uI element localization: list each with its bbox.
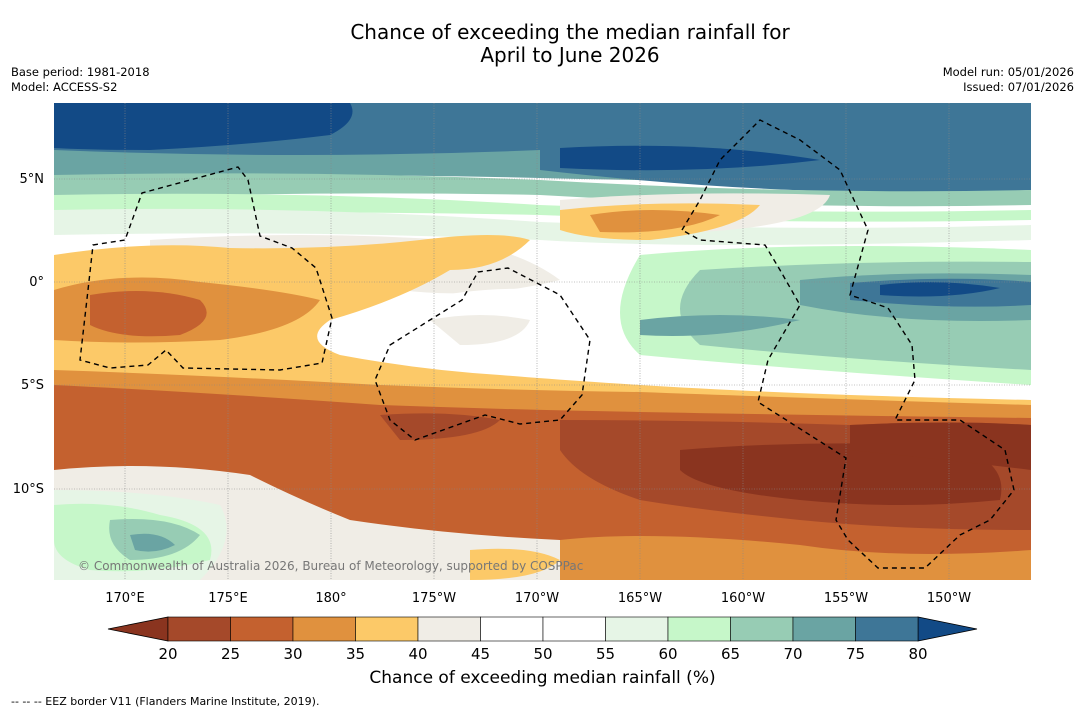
colorbar-segment: [542, 616, 606, 642]
lon-label-175w: 175°W: [412, 591, 456, 606]
colorbar-segment: [167, 616, 231, 642]
lat-label-5s: 5°S: [21, 378, 44, 393]
lon-label-165w: 165°W: [618, 591, 662, 606]
map-gridlines: [54, 103, 1031, 580]
colorbar-over-arrow: [917, 616, 978, 642]
colorbar-tick-label: 20: [158, 645, 177, 663]
colorbar-tick-label: 45: [471, 645, 490, 663]
colorbar-tick-label: 70: [783, 645, 802, 663]
eez-legend: -- -- -- EEZ border V11 (Flanders Marine…: [11, 695, 320, 708]
eez-borders: [79, 119, 1015, 569]
map-title: Chance of exceeding the median rainfall …: [0, 21, 1085, 67]
model-name: Model: ACCESS-S2: [11, 80, 118, 94]
colorbar-segment: [355, 616, 419, 642]
colorbar-tick-label: 60: [658, 645, 677, 663]
colorbar-under-arrow: [107, 616, 169, 642]
issued-date: Issued: 07/01/2026: [963, 80, 1074, 94]
colorbar-title: Chance of exceeding median rainfall (%): [369, 668, 716, 688]
colorbar-segment: [417, 616, 481, 642]
lon-label-180: 180°: [315, 591, 346, 606]
lon-label-170w: 170°W: [515, 591, 559, 606]
colorbar-tick-label: 65: [721, 645, 740, 663]
colorbar-segment: [605, 616, 669, 642]
meta-left: Base period: 1981-2018 Model: ACCESS-S2: [11, 65, 150, 95]
colorbar-tick-label: 55: [596, 645, 615, 663]
colorbar-tick-label: 40: [408, 645, 427, 663]
base-period: Base period: 1981-2018: [11, 65, 150, 79]
lon-label-160w: 160°W: [721, 591, 765, 606]
colorbar-segment: [730, 616, 794, 642]
lat-label-10s: 10°S: [13, 482, 44, 497]
colorbar-tick-label: 35: [346, 645, 365, 663]
model-run: Model run: 05/01/2026: [942, 65, 1074, 79]
colorbar-segment: [792, 616, 856, 642]
colorbar-segment: [480, 616, 544, 642]
copyright-text: © Commonwealth of Australia 2026, Bureau…: [78, 559, 583, 573]
meta-right: Model run: 05/01/2026 Issued: 07/01/2026: [943, 65, 1074, 95]
lat-label-0: 0°: [29, 275, 44, 290]
colorbar-tick-label: 25: [221, 645, 240, 663]
map-field: [54, 103, 1031, 580]
lat-label-5n: 5°N: [20, 172, 45, 187]
lon-label-155w: 155°W: [824, 591, 868, 606]
lon-label-175e: 175°E: [208, 591, 248, 606]
colorbar-segment: [667, 616, 731, 642]
colorbar: 20 25 30 35 40 45 50 55 60 65 70 75 80: [107, 616, 978, 663]
colorbar-segment: [230, 616, 294, 642]
colorbar-segment: [292, 616, 356, 642]
colorbar-tick-label: 75: [846, 645, 865, 663]
map-title-line1: Chance of exceeding the median rainfall …: [350, 20, 790, 44]
map-title-line2: April to June 2026: [480, 43, 660, 67]
colorbar-tick-label: 30: [283, 645, 302, 663]
lon-label-150w: 150°W: [927, 591, 971, 606]
colorbar-tick-label: 50: [533, 645, 552, 663]
colorbar-segment: [855, 616, 919, 642]
colorbar-tick-label: 80: [908, 645, 927, 663]
lon-label-170e: 170°E: [105, 591, 145, 606]
